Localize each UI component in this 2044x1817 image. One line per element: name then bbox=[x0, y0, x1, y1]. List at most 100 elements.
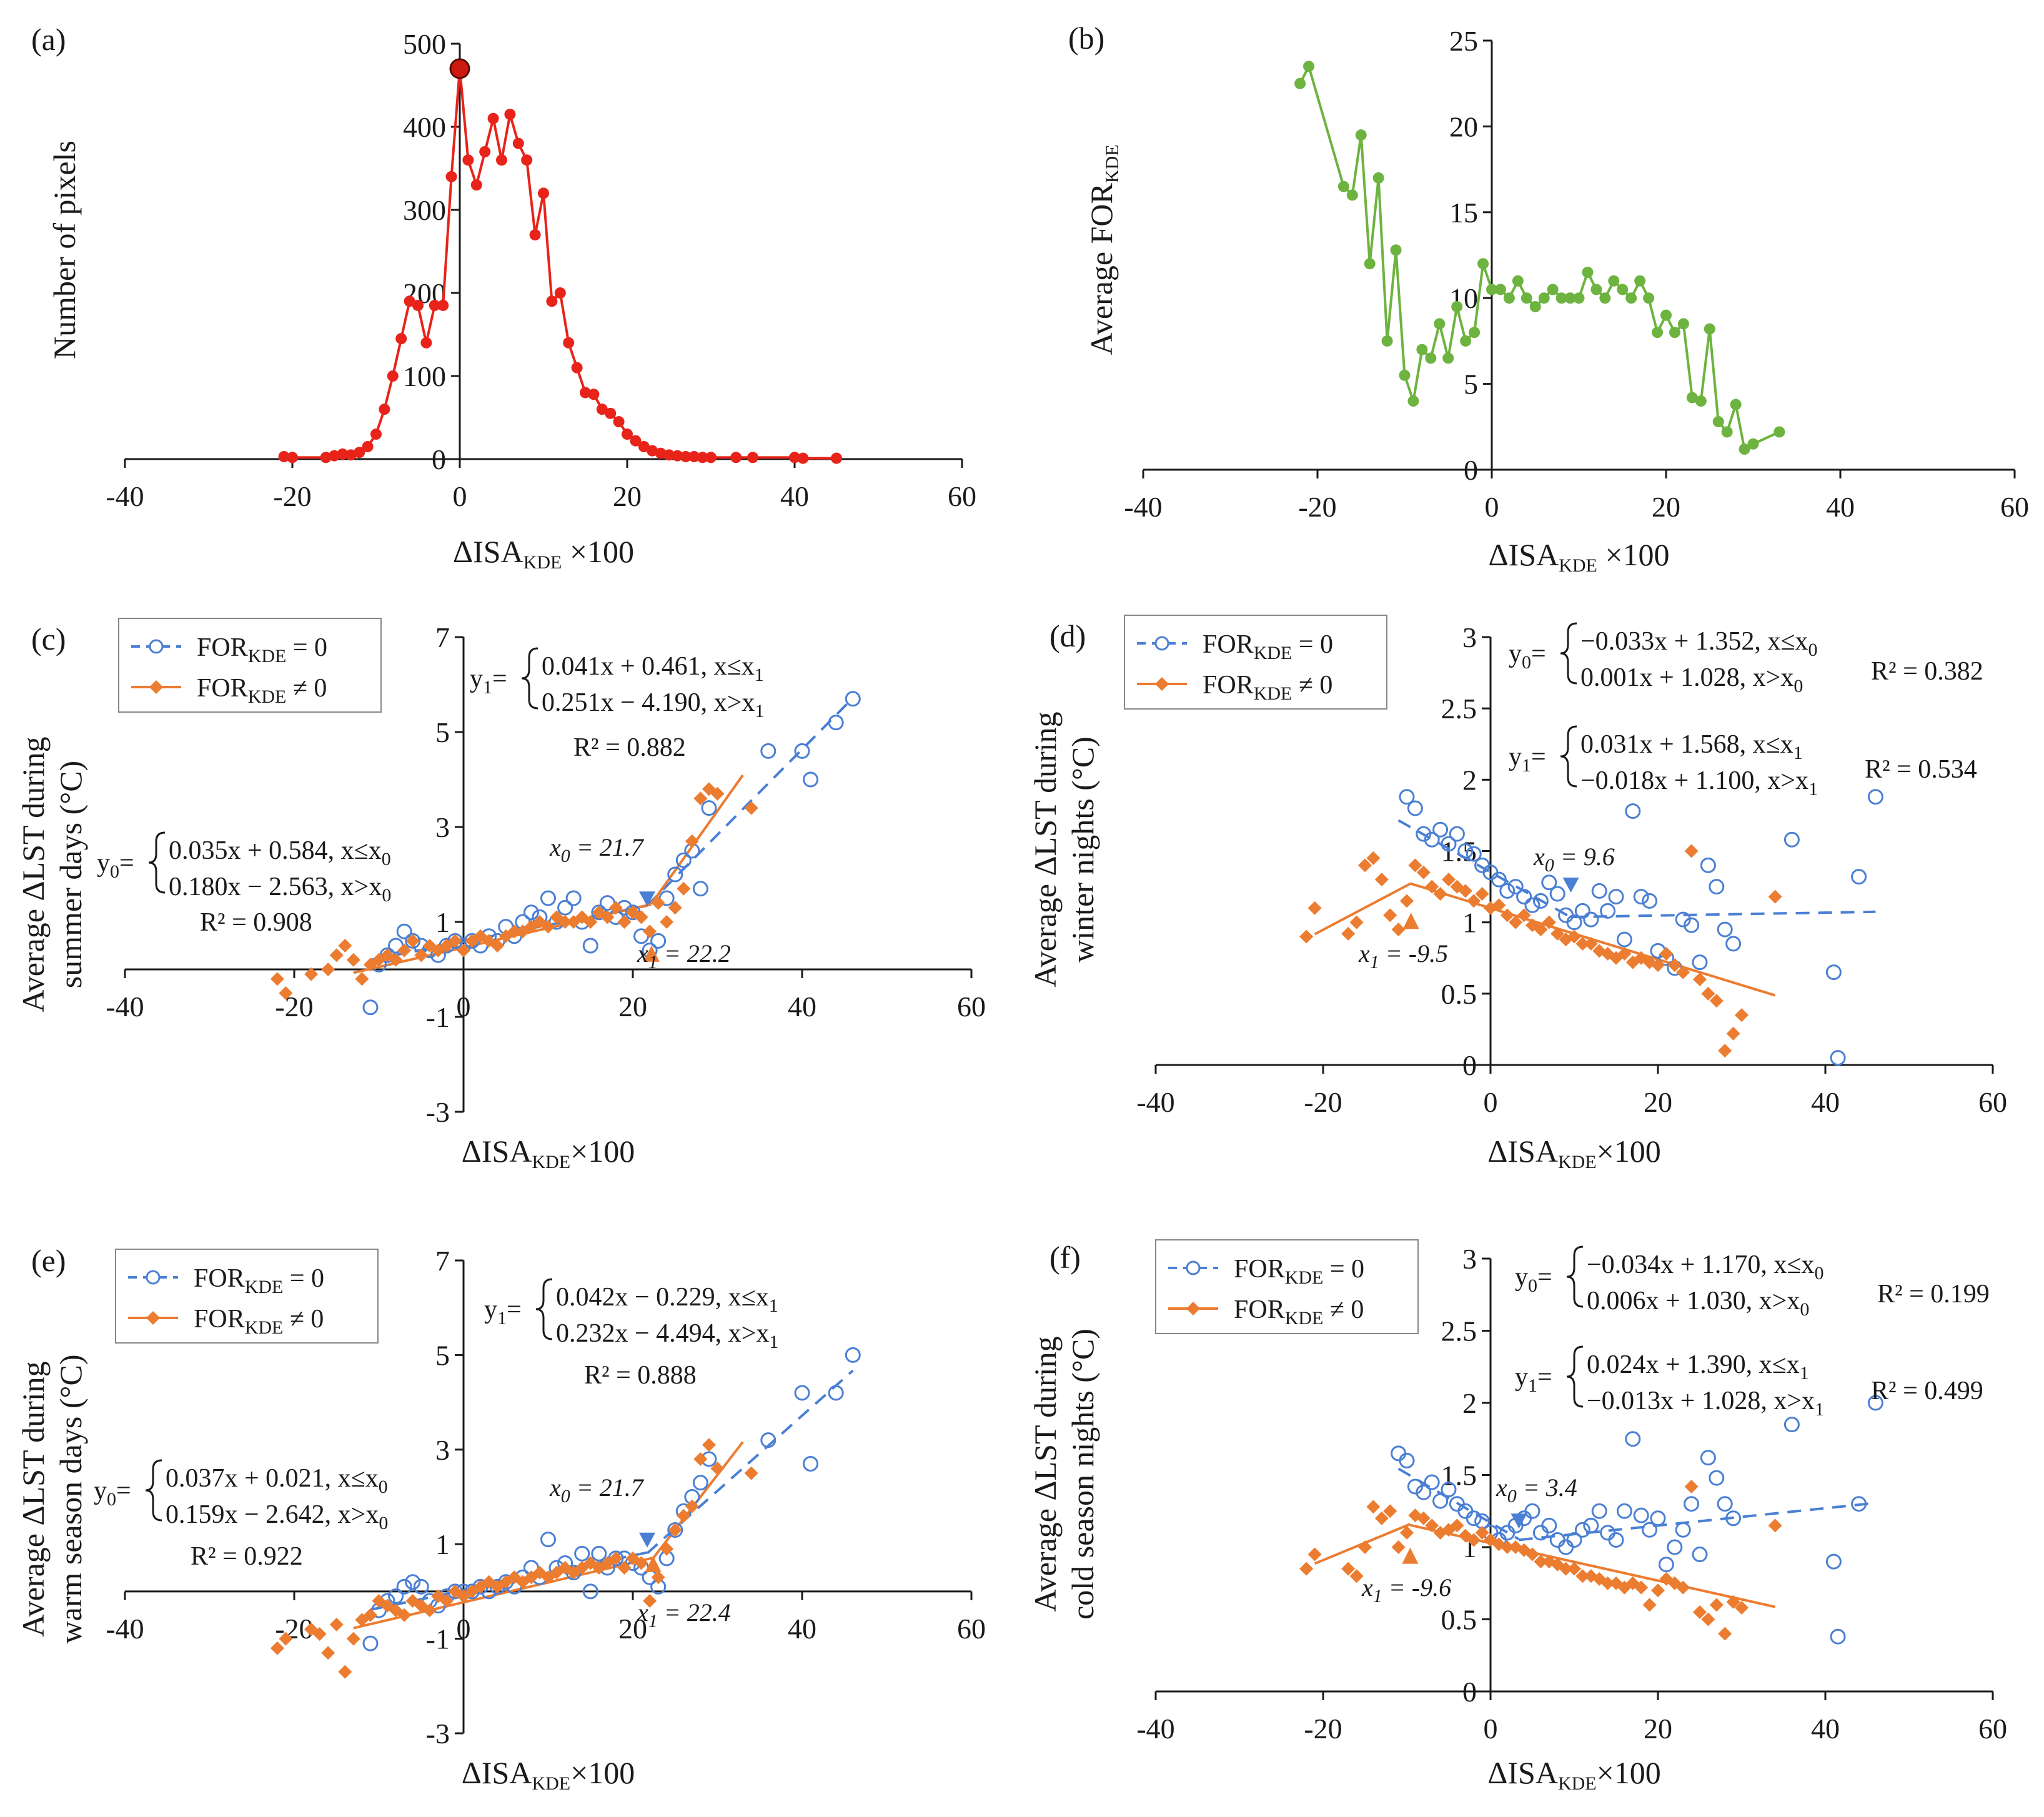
data-point-diamond bbox=[685, 1499, 699, 1513]
legend-box bbox=[118, 618, 382, 713]
annotation-x1-main: x bbox=[637, 1598, 648, 1626]
data-point bbox=[1643, 292, 1655, 304]
data-point-circle bbox=[1633, 1507, 1649, 1523]
data-point bbox=[354, 447, 365, 458]
y-axis-label-main: Number of pixels bbox=[47, 141, 82, 359]
x-tick-label: -40 bbox=[1136, 1713, 1174, 1745]
equation-y1-line1: 0.042x − 0.229, x≤x1 bbox=[556, 1283, 778, 1316]
data-point bbox=[1564, 292, 1576, 304]
legend-swatch-diamond bbox=[1186, 1302, 1200, 1315]
y-axis-label-line2: cold season nights (°C) bbox=[1065, 1329, 1100, 1620]
data-point bbox=[529, 229, 541, 240]
data-point-circle bbox=[1457, 1503, 1474, 1519]
data-point bbox=[1730, 399, 1742, 410]
x-tick-label: 60 bbox=[1978, 1086, 2007, 1118]
data-point-diamond bbox=[1416, 865, 1431, 879]
x-tick-label: 20 bbox=[1644, 1713, 1672, 1745]
data-point-circle bbox=[396, 923, 412, 939]
data-point-diamond bbox=[346, 1631, 360, 1646]
equation-y0-r2: R² = 0.922 bbox=[191, 1542, 303, 1571]
annotation-x0: x0 = 21.7 bbox=[549, 1473, 645, 1507]
data-point-diamond bbox=[1676, 1580, 1690, 1595]
data-point bbox=[655, 447, 667, 459]
data-point-diamond bbox=[490, 939, 505, 953]
equation-y0-brace bbox=[145, 1459, 162, 1522]
equation-y0-prefix-main: y bbox=[1515, 1263, 1528, 1292]
data-point-diamond bbox=[1467, 894, 1481, 908]
equation-y1-prefix: y1= bbox=[484, 1295, 522, 1329]
data-point bbox=[638, 441, 650, 453]
x-axis-label-main: ΔISA bbox=[1487, 1134, 1558, 1169]
data-point-circle bbox=[1466, 846, 1482, 862]
data-point bbox=[1512, 275, 1524, 287]
equation-y0-line2-sub: 0 bbox=[382, 885, 391, 906]
x-axis-label: ΔISAKDE ×100 bbox=[453, 534, 634, 573]
y-tick-label: 20 bbox=[1449, 111, 1478, 142]
data-point bbox=[1695, 395, 1707, 407]
data-point-circle bbox=[1416, 826, 1432, 842]
y-tick-label: 0 bbox=[1462, 1049, 1477, 1081]
equation-y1-brace bbox=[535, 1278, 553, 1340]
y-tick-label: 2.5 bbox=[1441, 1315, 1477, 1347]
data-point-diamond bbox=[1684, 844, 1699, 858]
data-point bbox=[1434, 318, 1446, 330]
equation-y1-line1-sub: 1 bbox=[1793, 743, 1803, 763]
data-point bbox=[1364, 258, 1376, 270]
data-point-diamond bbox=[1475, 1525, 1489, 1540]
y-tick-label: 7 bbox=[435, 1245, 450, 1277]
data-point-diamond bbox=[397, 1608, 412, 1622]
data-point bbox=[404, 295, 415, 307]
data-point bbox=[329, 450, 340, 462]
equation-y0-r2: R² = 0.382 bbox=[1871, 657, 1983, 686]
data-point bbox=[672, 450, 683, 462]
equation-y0-prefix-main: y bbox=[94, 1477, 107, 1505]
data-point-circle bbox=[1600, 1525, 1616, 1541]
legend-box bbox=[1155, 1239, 1419, 1334]
data-point bbox=[546, 295, 558, 307]
y-axis-label: Average FORKDE bbox=[1084, 144, 1123, 355]
equation-y1-r2: R² = 0.888 bbox=[584, 1361, 697, 1390]
data-point bbox=[1521, 292, 1532, 304]
data-point bbox=[1555, 292, 1567, 304]
data-point-circle bbox=[574, 1545, 590, 1562]
x-tick-label: 20 bbox=[613, 480, 642, 512]
data-point-circle bbox=[794, 743, 810, 759]
data-point-diamond bbox=[1299, 929, 1314, 944]
data-point-diamond bbox=[583, 915, 598, 929]
data-point bbox=[387, 370, 399, 382]
data-point-diamond bbox=[1651, 958, 1665, 973]
data-point-circle bbox=[1650, 1510, 1666, 1527]
equation-y0-line1-main: 0.035x + 0.584, x≤x bbox=[169, 836, 382, 865]
data-point-diamond bbox=[1584, 936, 1598, 951]
data-point-circle bbox=[1532, 893, 1549, 909]
equation-y0-prefix: y0= bbox=[94, 1477, 131, 1510]
data-point bbox=[1721, 426, 1733, 438]
legend-label-nonzero-sub: KDE bbox=[1254, 683, 1292, 704]
panel-d: (d)-40 -20 0 20 40 6000.511.522.53ΔISAKDE×100… bbox=[1028, 615, 2007, 1172]
data-point-circle bbox=[1491, 871, 1507, 888]
data-point bbox=[1390, 244, 1402, 256]
data-point-diamond bbox=[668, 1523, 682, 1537]
panel-label-a: (a) bbox=[31, 22, 66, 57]
data-point-circle bbox=[1700, 1450, 1716, 1466]
equation-y0-line2-main: 0.159x − 2.642, x>x bbox=[166, 1500, 379, 1529]
data-point-circle bbox=[1709, 1470, 1725, 1486]
data-point-diamond bbox=[1600, 1576, 1615, 1590]
data-point bbox=[1608, 275, 1620, 287]
breakpoint-x1-marker bbox=[1402, 1547, 1419, 1564]
y-tick-label: 100 bbox=[403, 360, 446, 392]
x-axis-label: ΔISAKDE ×100 bbox=[1488, 537, 1669, 576]
data-point bbox=[1303, 61, 1315, 72]
data-point-diamond bbox=[608, 1551, 623, 1565]
y-axis-label-line1: Average ΔLST during bbox=[1028, 711, 1063, 987]
y-axis-label-line1: Average ΔLST during bbox=[16, 736, 51, 1012]
data-point-circle bbox=[1675, 911, 1691, 928]
y-tick-label: 3 bbox=[1462, 1243, 1477, 1275]
data-point bbox=[580, 387, 591, 399]
y-axis-label-line1: Average ΔLST during bbox=[16, 1361, 51, 1636]
data-point-circle bbox=[1825, 964, 1842, 981]
data-point-diamond bbox=[1709, 1598, 1724, 1612]
data-point-diamond bbox=[744, 801, 758, 815]
equation-y0-line1-sub: 0 bbox=[1814, 1263, 1823, 1284]
data-point-circle bbox=[1499, 883, 1516, 899]
